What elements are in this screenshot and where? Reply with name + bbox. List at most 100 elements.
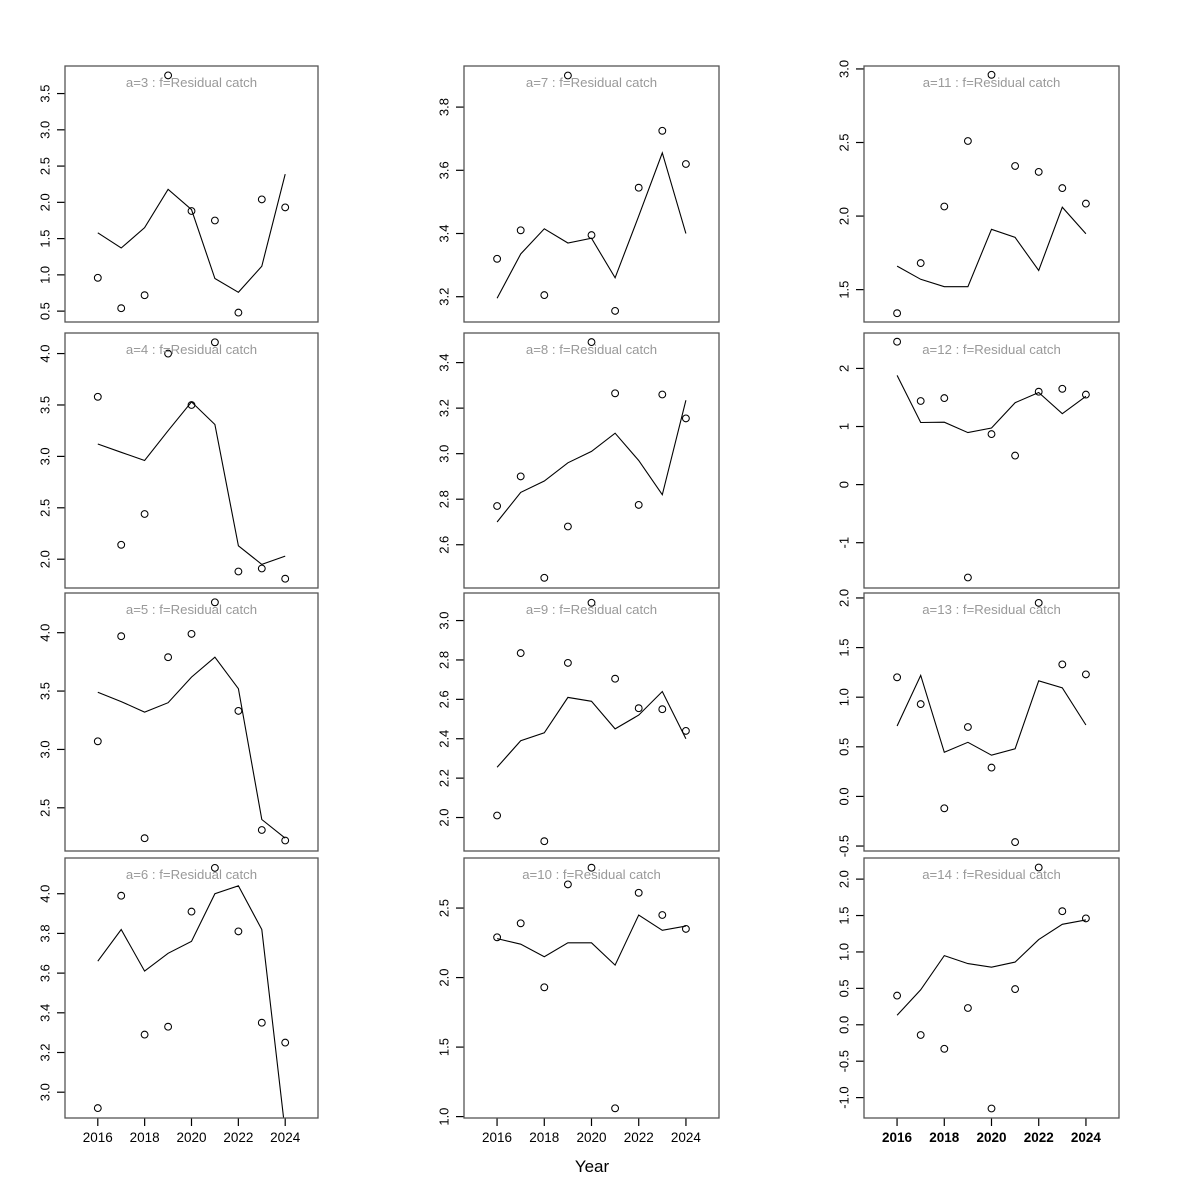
data-point bbox=[281, 1038, 290, 1047]
y-tick-label: 3.5 bbox=[38, 396, 53, 414]
data-point bbox=[164, 1022, 173, 1031]
data-point bbox=[1058, 660, 1067, 669]
fit-line bbox=[97, 656, 286, 839]
data-point bbox=[587, 598, 596, 607]
data-point bbox=[187, 629, 196, 638]
panel-title: a=12 : f=Residual catch bbox=[922, 342, 1061, 357]
fit-line bbox=[97, 401, 286, 566]
data-point bbox=[187, 401, 196, 409]
fit-line bbox=[97, 885, 285, 1118]
data-point bbox=[1034, 167, 1043, 176]
data-point bbox=[140, 834, 149, 843]
fit-line bbox=[97, 173, 286, 294]
data-point bbox=[1034, 863, 1043, 872]
y-tick-label: 2 bbox=[837, 365, 852, 372]
y-tick-label: 2.0 bbox=[38, 550, 53, 568]
y-tick-label: 1.0 bbox=[837, 943, 852, 961]
panel-title: a=8 : f=Residual catch bbox=[526, 342, 657, 357]
data-point bbox=[611, 306, 620, 315]
data-point bbox=[516, 919, 525, 928]
panel-a7: 3.2 3.4 3.6 3.8 a=7 : f=Residual catch bbox=[437, 65, 720, 323]
y-tick-label: 1.5 bbox=[837, 639, 852, 657]
x-tick-label: 2016 bbox=[882, 1130, 913, 1145]
data-point bbox=[117, 540, 126, 549]
data-point bbox=[893, 309, 902, 318]
panel-title: a=14 : f=Residual catch bbox=[922, 867, 1061, 882]
y-tick-label: 3.2 bbox=[437, 399, 452, 417]
panel-title: a=6 : f=Residual catch bbox=[126, 867, 257, 882]
y-tick-label: 2.4 bbox=[437, 730, 452, 748]
y-tick-label: 2.8 bbox=[437, 490, 452, 508]
panel-a3: 0.5 1.0 1.5 2.0 2.5 3.0 3.5 a=3 : f=Residual ca… bbox=[38, 65, 319, 323]
data-point bbox=[281, 574, 290, 583]
data-point bbox=[281, 836, 290, 845]
data-point bbox=[1081, 670, 1090, 679]
panel-border bbox=[863, 332, 1120, 589]
data-point bbox=[963, 723, 972, 731]
data-point bbox=[164, 349, 173, 358]
data-point bbox=[187, 907, 196, 916]
y-tick-label: 1.0 bbox=[437, 1108, 452, 1126]
panel-a11: 1.5 2.0 2.5 3.0 a=11 : f=Residual catch bbox=[837, 60, 1120, 323]
data-point bbox=[257, 1018, 266, 1027]
data-point bbox=[634, 704, 643, 713]
y-tick-label: -0.5 bbox=[837, 835, 852, 857]
data-point bbox=[1058, 384, 1067, 393]
data-point bbox=[681, 924, 690, 933]
y-tick-label: 1.5 bbox=[38, 230, 53, 248]
x-tick-label: 2016 bbox=[482, 1130, 512, 1145]
data-point bbox=[140, 510, 149, 518]
data-point bbox=[658, 911, 667, 919]
data-point bbox=[540, 983, 549, 992]
data-point bbox=[987, 430, 996, 439]
panel-border bbox=[863, 592, 1120, 852]
y-tick-label: 3.0 bbox=[38, 447, 53, 465]
y-tick-label: 2.2 bbox=[437, 769, 452, 787]
y-tick-label: 3.4 bbox=[437, 224, 452, 242]
data-point bbox=[563, 522, 572, 531]
data-point bbox=[93, 392, 102, 401]
panel-border bbox=[463, 65, 720, 323]
y-tick-label: 2.0 bbox=[837, 207, 852, 225]
panel-a13: -0.5 0.0 0.5 1.0 1.5 2.0 a=13 : f=Residual cat… bbox=[837, 589, 1120, 857]
panel-a5: 2.5 3.0 3.5 4.0 a=5 : f=Residual catch bbox=[38, 592, 319, 852]
y-tick-label: 2.0 bbox=[38, 193, 53, 211]
data-point bbox=[1011, 451, 1020, 460]
y-tick-label: 3.0 bbox=[38, 740, 53, 758]
fit-line bbox=[496, 400, 687, 523]
panel-border bbox=[64, 857, 319, 1119]
data-point bbox=[93, 737, 102, 746]
data-point bbox=[516, 649, 525, 658]
fit-line bbox=[896, 673, 1087, 756]
data-point bbox=[1081, 914, 1090, 923]
panel-a10: 1.0 1.5 2.0 2.5 2016 2018 2020 2022 2024 a=10 : f… bbox=[437, 857, 720, 1145]
data-point bbox=[257, 564, 266, 573]
data-point bbox=[257, 195, 266, 204]
y-tick-label: 0.5 bbox=[837, 979, 852, 997]
data-point bbox=[210, 216, 219, 225]
data-point bbox=[916, 259, 925, 268]
panel-title: a=7 : f=Residual catch bbox=[526, 75, 657, 90]
x-tick-label: 2022 bbox=[1024, 1130, 1054, 1145]
data-point bbox=[493, 933, 502, 942]
data-point bbox=[916, 397, 925, 405]
y-tick-label: 4.0 bbox=[38, 345, 53, 363]
y-tick-label: 2.0 bbox=[437, 808, 452, 826]
data-point bbox=[164, 71, 173, 80]
data-point bbox=[634, 183, 643, 192]
y-tick-label: 3.4 bbox=[437, 354, 452, 372]
data-point bbox=[893, 673, 902, 682]
x-tick-label: 2018 bbox=[929, 1130, 960, 1145]
data-point bbox=[210, 338, 219, 347]
y-tick-label: 2.8 bbox=[437, 651, 452, 669]
data-point bbox=[563, 880, 572, 889]
y-tick-label: 3.0 bbox=[437, 445, 452, 463]
fit-line bbox=[496, 690, 687, 768]
data-point bbox=[1058, 907, 1067, 916]
data-point bbox=[493, 811, 502, 820]
y-tick-label: 1 bbox=[837, 423, 852, 430]
y-tick-label: 1.5 bbox=[837, 906, 852, 924]
x-tick-label: 2020 bbox=[176, 1130, 206, 1145]
